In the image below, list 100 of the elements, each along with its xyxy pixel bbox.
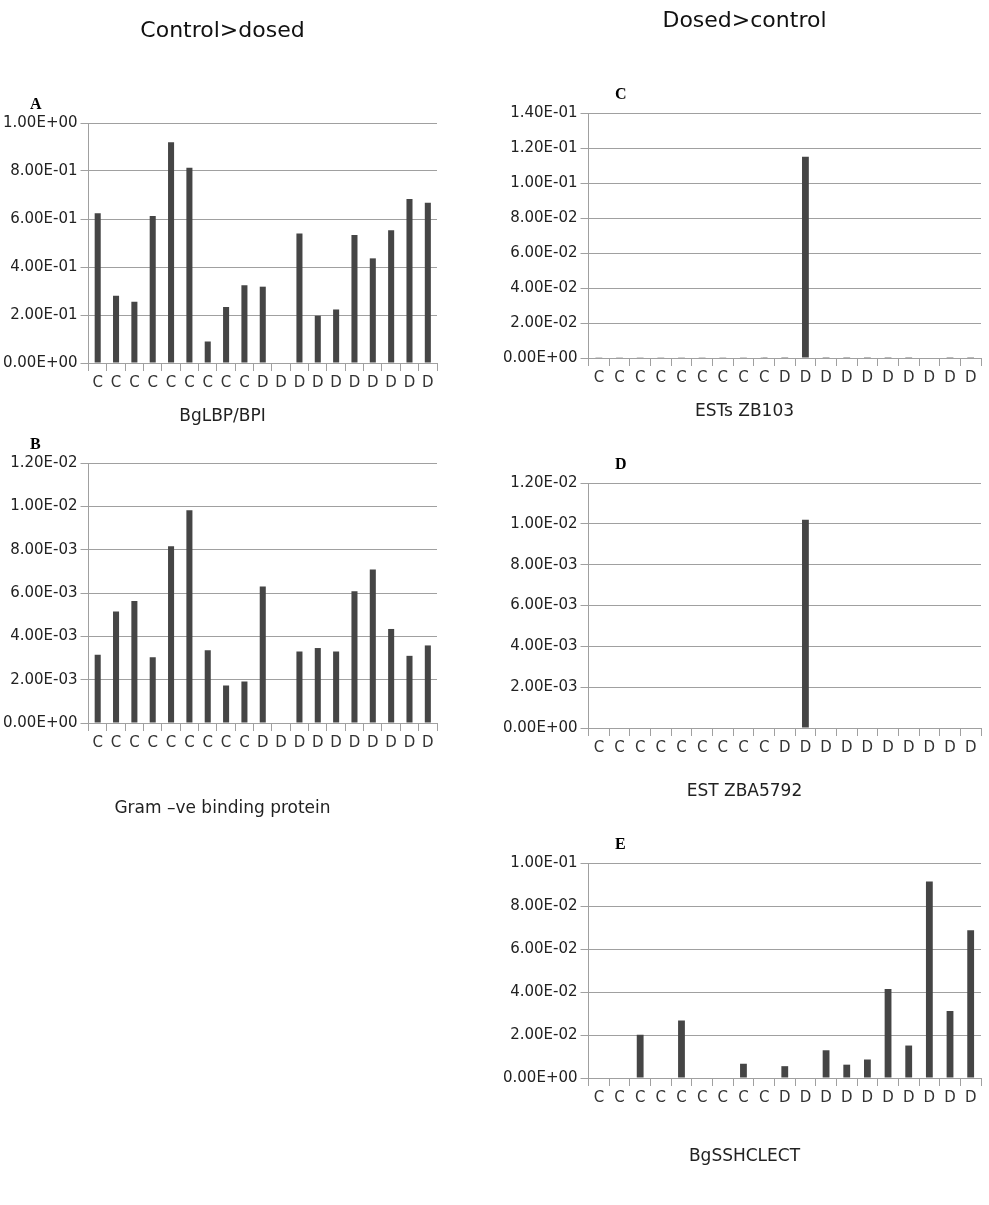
bar (296, 651, 303, 723)
y-tick-label: 0.00E+00 (503, 717, 578, 736)
x-tick-label: D (902, 1087, 915, 1106)
x-tick-label: C (634, 367, 646, 386)
x-tick-label: D (861, 737, 874, 756)
bar (333, 309, 340, 363)
bar (636, 1034, 644, 1078)
y-tick-label: 6.00E-03 (10, 582, 78, 601)
x-tick-label: D (840, 367, 853, 386)
x-tick-label: D (312, 732, 324, 751)
x-tick-label: C (634, 1087, 646, 1106)
x-tick-label: D (778, 367, 791, 386)
x-tick-label: C (717, 367, 729, 386)
x-tick-label: C (129, 372, 140, 391)
y-tick-label: 6.00E-03 (510, 595, 578, 614)
y-tick-label: 1.00E-02 (10, 496, 78, 515)
x-tick-label: C (676, 737, 687, 756)
bar (241, 681, 248, 723)
x-tick-label: D (348, 372, 361, 391)
x-tick-label: D (293, 732, 306, 751)
x-tick-label: D (330, 732, 342, 751)
bar (740, 1063, 747, 1078)
bar (186, 167, 193, 363)
bar (822, 1050, 830, 1078)
bar (351, 235, 358, 363)
x-tick-label: D (385, 732, 397, 751)
x-tick-label: C (758, 367, 770, 386)
x-tick-label: D (902, 367, 915, 386)
bar (925, 881, 933, 1078)
bar (113, 295, 120, 363)
x-tick-label: C (696, 737, 708, 756)
x-tick-label: C (184, 732, 195, 751)
x-tick-label: C (110, 732, 122, 751)
bar (259, 286, 266, 363)
x-tick-label: D (256, 372, 269, 391)
bar (223, 685, 230, 723)
x-tick-label: D (923, 737, 936, 756)
x-tick-label: D (882, 737, 894, 756)
y-tick-label: 1.20E-02 (10, 452, 78, 471)
bar (424, 202, 431, 363)
y-tick-label: 4.00E-02 (510, 981, 578, 1000)
x-tick-label: C (758, 1087, 770, 1106)
x-axis-title: ESTs ZB103 (693, 400, 796, 420)
x-tick-label: D (861, 367, 874, 386)
x-tick-label: D (902, 737, 915, 756)
x-axis-title: BgLBP/BPI (178, 405, 267, 425)
y-tick-label: 1.40E-01 (510, 102, 578, 121)
bar (204, 341, 211, 363)
x-tick-label: D (820, 1087, 832, 1106)
y-tick-label: 6.00E-02 (510, 242, 578, 261)
y-tick-label: 8.00E-03 (510, 554, 578, 573)
bar (223, 307, 230, 363)
y-tick-label: 0.00E+00 (503, 347, 578, 366)
y-tick-label: 1.20E-01 (510, 137, 578, 156)
bar (168, 142, 175, 363)
x-tick-label: D (385, 372, 397, 391)
x-axis-title: BgSSHCLECT (687, 1145, 802, 1165)
y-tick-label: 6.00E-02 (510, 938, 578, 957)
x-tick-label: D (882, 1087, 894, 1106)
x-tick-label: D (799, 1087, 812, 1106)
x-tick-label: C (220, 372, 232, 391)
x-axis-title: EST ZBA5792 (685, 780, 804, 800)
x-tick-label: D (312, 372, 324, 391)
y-tick-label: 1.00E+00 (3, 112, 78, 131)
x-tick-label: D (820, 367, 832, 386)
x-tick-label: C (655, 367, 667, 386)
bar (369, 569, 376, 723)
bar (149, 657, 156, 723)
x-tick-label: C (696, 367, 708, 386)
x-tick-label: D (275, 732, 287, 751)
x-tick-label: D (293, 372, 306, 391)
y-tick-label: 2.00E-02 (510, 312, 578, 331)
x-tick-label: C (165, 372, 177, 391)
x-tick-label: C (92, 732, 103, 751)
y-tick-label: 2.00E-03 (510, 677, 578, 696)
x-tick-label: C (738, 367, 749, 386)
x-tick-label: C (614, 737, 625, 756)
bar (967, 930, 975, 1078)
y-tick-label: 0.00E+00 (3, 352, 78, 371)
y-tick-label: 4.00E-03 (10, 626, 78, 645)
x-tick-label: C (147, 732, 158, 751)
bar (241, 285, 248, 363)
x-tick-label: D (422, 732, 434, 751)
bar (131, 301, 138, 363)
x-tick-label: D (275, 372, 287, 391)
y-tick-label: 4.00E-03 (510, 636, 578, 655)
bar (406, 199, 413, 363)
x-tick-label: C (717, 737, 729, 756)
chart-title: A (30, 95, 42, 113)
y-tick-label: 4.00E-01 (10, 256, 78, 275)
bar (843, 1064, 851, 1078)
bar (94, 654, 101, 723)
chart-title: E (615, 835, 626, 853)
x-tick-label: C (696, 1087, 708, 1106)
bar (131, 601, 138, 723)
bar (296, 233, 303, 363)
x-axis-title: Gram –ve binding protein (113, 797, 332, 817)
y-tick-label: 1.00E-02 (510, 513, 578, 532)
x-tick-label: D (944, 367, 956, 386)
x-tick-label: D (923, 1087, 936, 1106)
